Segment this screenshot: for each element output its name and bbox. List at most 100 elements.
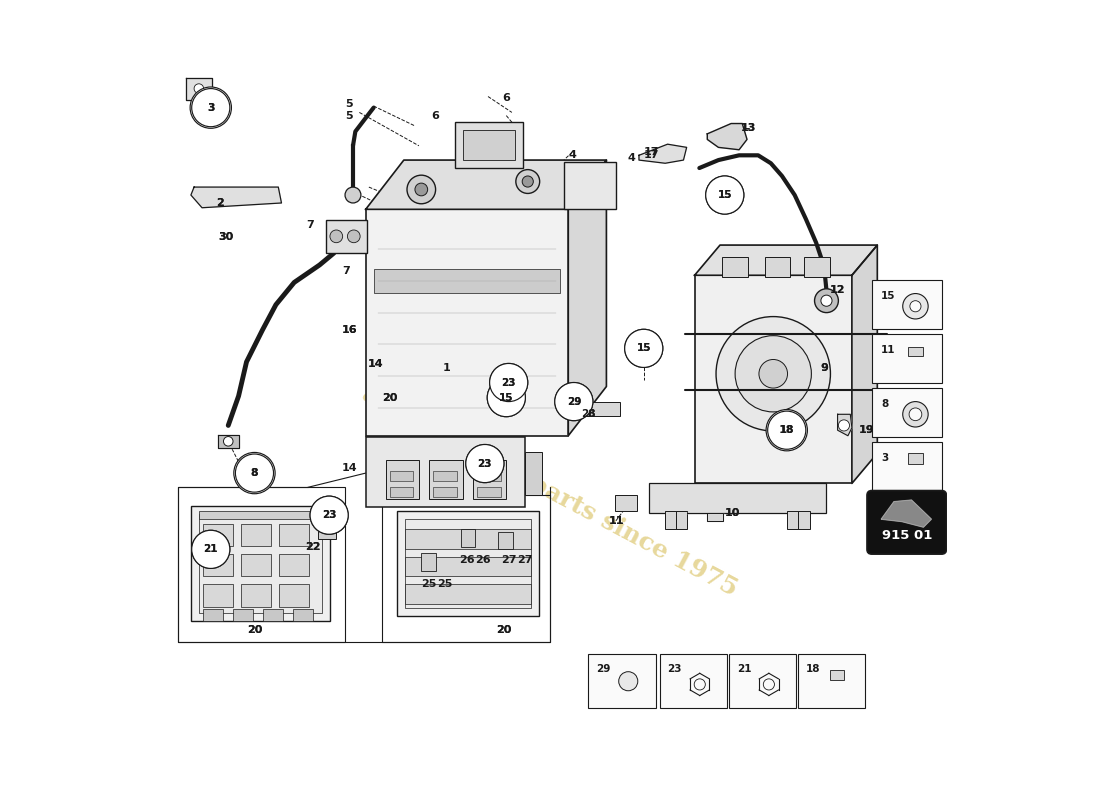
Text: 12: 12 [829,286,845,295]
Circle shape [903,294,928,319]
Text: 20: 20 [382,394,397,403]
Text: 27: 27 [517,555,532,566]
Text: 10: 10 [725,508,740,518]
Text: 15: 15 [499,393,514,402]
Text: 1: 1 [443,363,451,374]
Text: 29: 29 [596,664,611,674]
Text: 14: 14 [367,359,383,370]
Text: 18: 18 [780,425,794,435]
Polygon shape [686,513,723,521]
Circle shape [465,445,504,482]
Bar [199,514,322,613]
Bar [477,470,500,481]
Circle shape [903,402,928,427]
Polygon shape [707,123,747,150]
Circle shape [235,454,274,492]
Text: 13: 13 [741,123,757,134]
Bar [233,609,253,621]
Circle shape [516,170,540,194]
Bar [263,609,283,621]
Bar [279,524,309,546]
Circle shape [706,176,744,214]
Bar [279,554,309,576]
Bar [461,530,475,547]
Circle shape [618,672,638,690]
Text: 5: 5 [345,99,353,110]
Bar [406,557,531,576]
Bar [294,609,313,621]
Text: 8: 8 [251,468,258,478]
Circle shape [415,183,428,196]
Bar [202,524,233,546]
Text: 14: 14 [367,359,383,370]
Text: 2: 2 [217,198,224,208]
Circle shape [625,330,663,367]
Text: 29: 29 [566,397,581,406]
Text: 28: 28 [581,410,596,419]
Polygon shape [218,435,239,448]
Text: 23: 23 [502,378,516,387]
Text: 8: 8 [881,399,889,410]
Polygon shape [837,414,851,436]
Circle shape [191,530,230,569]
Bar [728,654,796,708]
Text: 13: 13 [741,123,757,134]
Text: 12: 12 [829,286,845,295]
Text: 4: 4 [569,150,576,160]
Text: 18: 18 [779,425,794,435]
Polygon shape [851,245,878,483]
Bar [615,495,637,511]
Text: 18: 18 [806,664,821,674]
Text: 30: 30 [218,232,233,242]
Text: 27: 27 [500,555,516,566]
Bar [382,495,550,642]
Bar [365,438,525,507]
Text: 15: 15 [881,291,895,301]
Text: 22: 22 [306,542,321,552]
Bar [798,511,810,529]
Text: 19: 19 [858,425,874,435]
Text: 23: 23 [477,458,492,469]
Circle shape [487,378,526,417]
Polygon shape [186,78,212,100]
Text: 9: 9 [821,363,828,374]
Circle shape [909,408,922,421]
Text: 20: 20 [496,626,512,635]
Bar [908,454,923,464]
Bar [241,524,272,546]
Bar [202,554,233,576]
Bar [872,388,942,438]
Text: 30: 30 [218,232,233,242]
Polygon shape [191,187,282,208]
Circle shape [768,411,806,450]
Bar [241,584,272,606]
Circle shape [814,289,838,313]
Bar [498,532,513,550]
Bar [455,122,522,168]
Text: 23: 23 [322,510,337,520]
Text: 17: 17 [644,150,659,160]
Bar [798,654,866,708]
Text: 7: 7 [343,266,351,275]
Polygon shape [365,160,606,210]
Text: 16: 16 [342,325,358,335]
Bar [199,511,322,519]
Text: 9: 9 [821,363,828,374]
Text: 4: 4 [628,153,636,162]
Text: 25: 25 [438,579,453,590]
Circle shape [310,496,349,534]
Circle shape [345,187,361,203]
Bar [675,511,688,529]
Circle shape [465,445,504,482]
Text: 20: 20 [496,626,512,635]
Circle shape [234,453,275,494]
Circle shape [407,175,436,204]
Text: 25: 25 [421,579,437,590]
Text: 29: 29 [566,397,581,406]
Bar [365,210,569,436]
Circle shape [716,317,830,431]
Bar [433,470,458,481]
Bar [830,670,845,681]
Bar [872,442,942,491]
Text: 15: 15 [637,343,651,354]
